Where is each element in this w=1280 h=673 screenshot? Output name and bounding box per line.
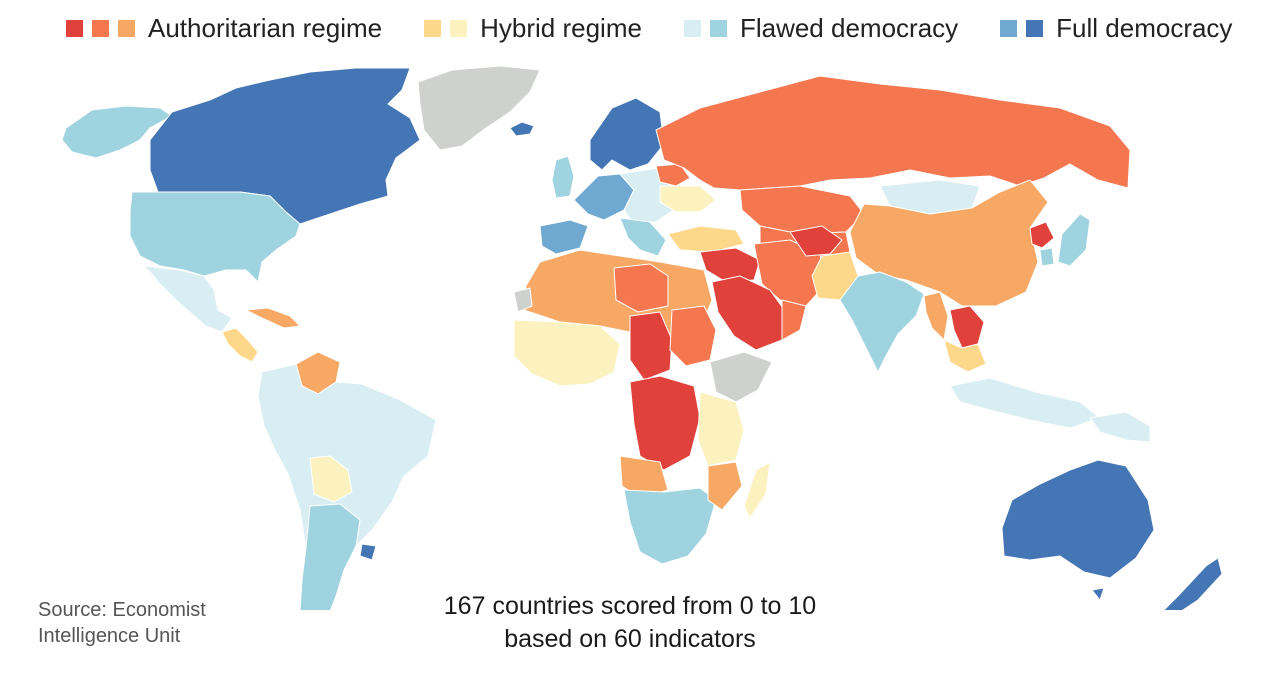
swatch-authoritarian-2 bbox=[92, 19, 109, 37]
region-indochina bbox=[949, 305, 985, 349]
swatch-flawed-2 bbox=[709, 19, 727, 37]
region-tasmania bbox=[1091, 587, 1105, 601]
legend: Authoritarian regime Hybrid regime Flawe… bbox=[66, 10, 1274, 46]
legend-authoritarian: Authoritarian regime bbox=[66, 10, 382, 46]
region-bolivia bbox=[309, 455, 353, 503]
source-note: Source: Economist Intelligence Unit bbox=[38, 597, 206, 649]
region-oman-yemen bbox=[781, 299, 807, 341]
legend-label-authoritarian: Authoritarian regime bbox=[148, 13, 383, 43]
region-syria-iraq bbox=[699, 247, 761, 283]
world-map bbox=[61, 65, 1223, 610]
legend-full: Full democracy bbox=[1000, 10, 1232, 46]
legend-flawed: Flawed democracy bbox=[683, 10, 959, 46]
region-iceland bbox=[509, 121, 535, 137]
region-usa bbox=[129, 191, 301, 283]
map-note-line-2: based on 60 indicators bbox=[504, 625, 756, 653]
region-japan bbox=[1057, 213, 1091, 267]
map-note: 167 countries scored from 0 to 10 based … bbox=[380, 590, 880, 656]
legend-hybrid: Hybrid regime bbox=[424, 10, 642, 46]
region-australia bbox=[1001, 459, 1155, 579]
region-sudan bbox=[669, 305, 717, 367]
region-east-africa bbox=[697, 391, 745, 467]
region-alaska bbox=[61, 105, 173, 159]
swatch-authoritarian-1 bbox=[66, 19, 83, 37]
region-southern-cone bbox=[299, 503, 361, 610]
region-kazakhstan bbox=[739, 185, 865, 235]
region-ukraine bbox=[659, 185, 717, 213]
region-southern-africa bbox=[623, 487, 717, 565]
source-line-1: Source: Economist bbox=[38, 599, 206, 621]
region-caribbean bbox=[245, 307, 301, 329]
region-new-zealand bbox=[1163, 557, 1223, 610]
region-central-america bbox=[221, 327, 259, 363]
region-central-africa bbox=[629, 375, 701, 471]
region-scandinavia bbox=[589, 97, 665, 171]
region-afghanistan bbox=[789, 225, 843, 257]
region-myanmar bbox=[923, 291, 949, 341]
region-italy-balkans bbox=[619, 217, 667, 257]
region-libya bbox=[613, 263, 669, 313]
region-iran bbox=[753, 239, 827, 307]
legend-label-full: Full democracy bbox=[1056, 13, 1233, 43]
swatch-flawed-1 bbox=[683, 19, 701, 37]
swatch-authoritarian-3 bbox=[118, 19, 135, 37]
region-india bbox=[839, 271, 925, 373]
region-vietnam-thailand bbox=[943, 339, 987, 373]
legend-label-flawed: Flawed democracy bbox=[739, 13, 959, 43]
legend-label-hybrid: Hybrid regime bbox=[480, 13, 642, 43]
region-china bbox=[849, 179, 1049, 307]
swatch-full-2 bbox=[1026, 19, 1044, 37]
region-uruguay bbox=[359, 543, 377, 561]
region-greenland bbox=[417, 65, 541, 151]
region-uk bbox=[551, 155, 575, 199]
region-chad-car bbox=[629, 311, 673, 381]
region-iberia bbox=[539, 219, 589, 255]
region-west-africa bbox=[513, 319, 621, 387]
region-mexico bbox=[143, 265, 233, 333]
region-turkey bbox=[667, 225, 745, 253]
region-madagascar bbox=[743, 461, 771, 519]
swatch-hybrid-1 bbox=[424, 19, 442, 37]
region-western-europe bbox=[573, 173, 635, 221]
region-russia bbox=[655, 75, 1131, 191]
region-mozambique bbox=[707, 461, 743, 511]
region-west-sahara bbox=[513, 287, 533, 313]
region-papua bbox=[1089, 411, 1151, 443]
swatch-hybrid-2 bbox=[450, 19, 468, 37]
map-note-line-1: 167 countries scored from 0 to 10 bbox=[443, 592, 817, 620]
region-horn bbox=[709, 351, 773, 403]
region-southeast-asia-islands bbox=[949, 377, 1101, 429]
region-south-korea bbox=[1039, 247, 1055, 267]
source-line-2: Intelligence Unit bbox=[38, 625, 181, 647]
region-north-korea bbox=[1029, 221, 1055, 249]
swatch-full-1 bbox=[1000, 19, 1018, 37]
